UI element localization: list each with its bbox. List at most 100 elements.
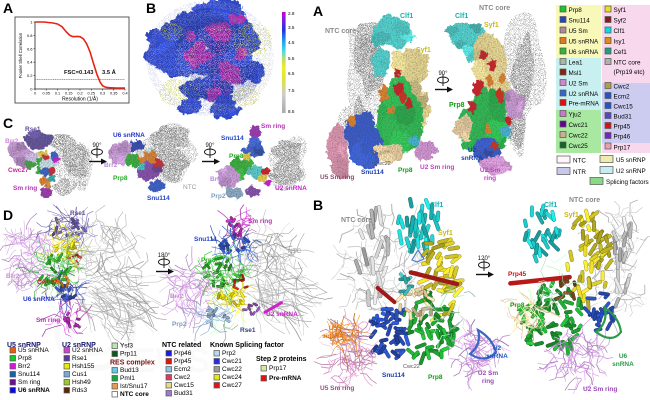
svg-text:Ist/Snu17: Ist/Snu17 — [120, 383, 148, 390]
svg-text:Prp8: Prp8 — [201, 257, 216, 264]
svg-text:ring: ring — [484, 175, 496, 182]
svg-text:NTC: NTC — [288, 143, 302, 150]
svg-text:NEWS: NEWS — [108, 342, 210, 380]
svg-text:4.5: 4.5 — [288, 40, 295, 45]
svg-text:Prp17: Prp17 — [614, 145, 631, 152]
svg-text:NTC core: NTC core — [341, 217, 372, 224]
svg-text:Isy1: Isy1 — [614, 39, 626, 46]
svg-text:Prp8: Prp8 — [398, 167, 413, 174]
svg-text:Prp2: Prp2 — [222, 350, 236, 357]
svg-text:Hsh155: Hsh155 — [72, 363, 95, 370]
svg-text:0.1: 0.1 — [55, 92, 60, 96]
svg-text:U5 Sm ring: U5 Sm ring — [320, 385, 354, 392]
svg-text:U2 snRNA: U2 snRNA — [72, 347, 103, 354]
svg-text:Brr2: Brr2 — [5, 138, 19, 145]
svg-text:Lea1: Lea1 — [569, 60, 584, 67]
svg-text:0.05: 0.05 — [43, 92, 50, 96]
svg-text:Cwc24: Cwc24 — [222, 374, 242, 381]
svg-text:NTC: NTC — [288, 248, 302, 255]
svg-text:Cus1: Cus1 — [72, 371, 88, 378]
svg-text:Bud31: Bud31 — [174, 390, 193, 397]
svg-text:Syf2: Syf2 — [614, 18, 627, 25]
svg-text:Pre-mRNA: Pre-mRNA — [269, 375, 302, 382]
svg-text:B: B — [313, 197, 323, 213]
svg-text:Sm ring: Sm ring — [18, 379, 41, 386]
svg-text:U6 snRNA: U6 snRNA — [18, 387, 50, 394]
svg-text:Fourier Shell Correlation: Fourier Shell Correlation — [18, 32, 23, 78]
svg-text:Syf1: Syf1 — [484, 22, 499, 29]
svg-text:Cwc22: Cwc22 — [222, 366, 242, 373]
svg-text:Syf1: Syf1 — [438, 230, 453, 237]
svg-text:D: D — [3, 207, 13, 223]
svg-text:U2 Sm: U2 Sm — [478, 370, 498, 377]
svg-text:U5: U5 — [329, 325, 338, 332]
svg-text:Hsh49: Hsh49 — [72, 379, 91, 386]
svg-text:Cwc15: Cwc15 — [174, 382, 194, 389]
svg-text:0.4: 0.4 — [27, 60, 33, 65]
svg-text:snRNA: snRNA — [461, 155, 483, 162]
svg-text:Snu114: Snu114 — [18, 371, 40, 378]
svg-text:Pre-mRNA: Pre-mRNA — [569, 101, 600, 108]
svg-text:Brr2: Brr2 — [6, 273, 20, 280]
svg-text:Prp17: Prp17 — [269, 365, 287, 372]
svg-text:Bud31: Bud31 — [614, 114, 633, 121]
svg-text:Step 2 proteins: Step 2 proteins — [256, 356, 307, 363]
svg-text:U6 snRNA: U6 snRNA — [113, 132, 145, 139]
svg-text:ring: ring — [482, 378, 494, 385]
svg-text:Cwc21: Cwc21 — [222, 358, 242, 365]
svg-text:C: C — [3, 115, 13, 131]
svg-text:Clf1: Clf1 — [430, 202, 443, 209]
svg-text:Ysf3: Ysf3 — [120, 343, 133, 350]
svg-text:Pml1: Pml1 — [120, 375, 135, 382]
svg-text:U2 Sm: U2 Sm — [569, 81, 588, 88]
svg-text:U2 Sm: U2 Sm — [480, 167, 500, 174]
svg-text:Cwc2: Cwc2 — [174, 374, 191, 381]
svg-text:0.4: 0.4 — [122, 92, 127, 96]
svg-text:0: 0 — [30, 87, 33, 92]
svg-text:U5 snRNA: U5 snRNA — [18, 347, 49, 354]
svg-text:Prp8: Prp8 — [428, 374, 443, 381]
svg-text:U2 Sm ring: U2 Sm ring — [420, 164, 454, 171]
svg-text:NTC core: NTC core — [120, 391, 149, 398]
svg-text:Prp45: Prp45 — [174, 358, 192, 365]
svg-text:Sm ring: Sm ring — [36, 317, 60, 324]
svg-text:NTC core: NTC core — [479, 5, 510, 12]
svg-text:Resolution (1/Å): Resolution (1/Å) — [62, 96, 98, 103]
svg-text:Snu114: Snu114 — [361, 169, 384, 176]
svg-text:1: 1 — [30, 20, 33, 25]
svg-text:8.5: 8.5 — [288, 109, 295, 114]
svg-text:0.15: 0.15 — [65, 92, 72, 96]
svg-text:Clf1: Clf1 — [455, 13, 468, 20]
svg-text:U2 Sm ring: U2 Sm ring — [583, 386, 617, 393]
svg-text:Prp46: Prp46 — [174, 350, 192, 357]
svg-text:Snu114: Snu114 — [147, 195, 170, 202]
svg-text:Prp2: Prp2 — [172, 321, 187, 328]
svg-text:U2: U2 — [468, 147, 477, 154]
svg-text:Clf1: Clf1 — [400, 13, 413, 20]
svg-text:Sm ring: Sm ring — [13, 185, 37, 192]
svg-text:U6: U6 — [619, 353, 628, 360]
svg-text:0.35: 0.35 — [110, 92, 117, 96]
svg-text:Cwc22: Cwc22 — [374, 161, 391, 167]
svg-text:0.2: 0.2 — [27, 73, 33, 78]
svg-text:U5 snRNA: U5 snRNA — [569, 39, 600, 46]
svg-text:Prp45: Prp45 — [614, 124, 631, 131]
svg-text:RES complex: RES complex — [110, 360, 155, 367]
svg-text:Rse1: Rse1 — [25, 126, 41, 133]
svg-text:Cwc27: Cwc27 — [8, 167, 29, 174]
svg-text:Cwc25: Cwc25 — [569, 143, 589, 150]
svg-text:3.5: 3.5 — [288, 25, 295, 30]
svg-text:Rds3: Rds3 — [72, 387, 88, 394]
svg-text:2.8: 2.8 — [288, 11, 295, 16]
svg-text:Prp2: Prp2 — [211, 193, 226, 200]
svg-text:A: A — [313, 3, 323, 19]
svg-text:FSC=0.143: FSC=0.143 — [64, 70, 94, 76]
svg-text:U5 snRNP: U5 snRNP — [616, 157, 646, 164]
svg-text:7.5: 7.5 — [288, 88, 295, 93]
svg-text:Prp8: Prp8 — [113, 175, 128, 182]
svg-text:Snu114: Snu114 — [221, 135, 244, 142]
svg-text:U6 snRNA: U6 snRNA — [569, 49, 600, 56]
svg-text:snRNA: snRNA — [612, 361, 634, 368]
svg-text:Clf1: Clf1 — [614, 28, 626, 35]
svg-text:NTC core: NTC core — [325, 28, 356, 35]
